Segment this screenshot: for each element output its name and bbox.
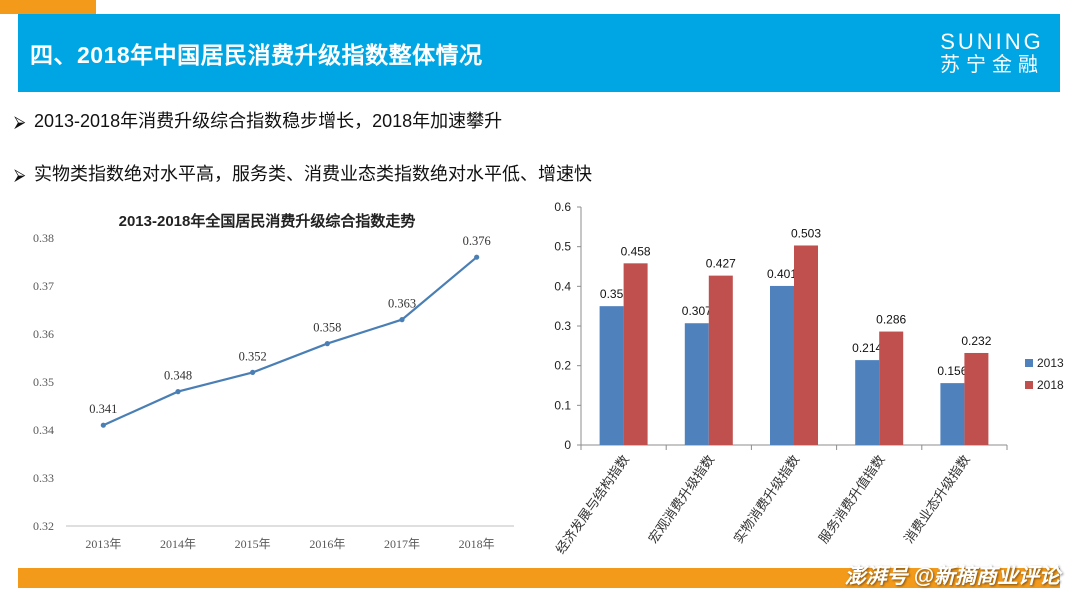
page-title: 四、2018年中国居民消费升级指数整体情况: [30, 42, 483, 68]
bar-2018: [623, 263, 648, 445]
bar-data-label: 0.232: [961, 334, 991, 348]
line-data-label: 0.348: [164, 369, 192, 383]
line-x-tick-label: 2018年: [459, 537, 495, 551]
legend-swatch-2013: [1025, 359, 1033, 367]
line-point: [399, 317, 405, 323]
bar-data-label: 0.307: [682, 304, 712, 318]
bar-2013: [684, 323, 709, 445]
line-point: [175, 389, 181, 395]
line-y-tick-label: 0.35: [33, 375, 54, 389]
line-series: [102, 256, 478, 427]
line-point: [250, 369, 256, 375]
bar-category-label: 实物消费升级指数: [731, 452, 803, 546]
line-y-tick-label: 0.38: [33, 231, 54, 245]
bar-y-tick-label: 0.1: [554, 398, 571, 412]
legend-label-2018: 2018: [1037, 378, 1064, 392]
line-x-tick-label: 2014年: [160, 537, 196, 551]
bar-data-label: 0.427: [706, 257, 736, 271]
bar-y-tick-label: 0.3: [554, 319, 571, 333]
line-data-label: 0.363: [388, 297, 416, 311]
line-data-label: 0.341: [89, 402, 117, 416]
watermark: 澎湃号 @新摘商业评论: [844, 565, 1060, 588]
line-point: [474, 254, 480, 260]
line-y-tick-label: 0.32: [33, 519, 54, 533]
line-y-tick-label: 0.36: [33, 327, 54, 341]
line-x-tick-label: 2015年: [235, 537, 271, 551]
bar-data-label: 0.156: [937, 364, 967, 378]
line-y-tick-label: 0.34: [33, 423, 54, 437]
line-chart-title: 2013-2018年全国居民消费升级综合指数走势: [119, 212, 416, 230]
footer-bar: [18, 568, 1060, 588]
bar-data-label: 0.214: [852, 341, 882, 355]
bullet-text: 实物类指数绝对水平高，服务类、消费业态类指数绝对水平低、增速快: [34, 164, 592, 184]
bar-chart: 0 0.1 0.2 0.3 0.4 0.5 0.6 0.35 0.458 经济发展与结构指数 0.3…: [553, 200, 1064, 557]
line-point: [324, 341, 330, 347]
legend-swatch-2018: [1025, 381, 1033, 389]
bar-data-label: 0.458: [621, 244, 651, 258]
corner-accent: [0, 0, 96, 14]
bar-2013: [599, 306, 624, 445]
bar-y-tick-label: 0.4: [554, 279, 571, 293]
bar-category-label: 消费业态升级指数: [901, 452, 973, 546]
bar-y-tick-label: 0.2: [554, 359, 571, 373]
line-x-tick-label: 2016年: [309, 537, 345, 551]
bar-category-label: 宏观消费升级指数: [645, 452, 717, 546]
logo-text-zh: 苏宁金融: [940, 54, 1044, 76]
arrow-bullet-icon: ⮚: [14, 114, 26, 131]
line-data-label: 0.352: [239, 349, 267, 363]
line-x-tick-label: 2013年: [85, 537, 121, 551]
line-chart: 2013-2018年全国居民消费升级综合指数走势 0.32 0.33 0.34 0.35…: [33, 212, 514, 551]
bar-2018: [708, 275, 733, 445]
bar-2018: [794, 245, 818, 445]
arrow-bullet-icon: ⮚: [14, 167, 26, 184]
bar-2018: [964, 352, 989, 445]
suning-logo: SUNING 苏宁金融: [940, 29, 1044, 77]
line-data-label: 0.358: [313, 321, 341, 335]
bullet-2: ⮚ 实物类指数绝对水平高，服务类、消费业态类指数绝对水平低、增速快: [14, 160, 592, 186]
bar-data-label: 0.503: [791, 226, 821, 240]
logo-text-en: SUNING: [940, 29, 1044, 54]
bullet-text: 2013-2018年消费升级综合指数稳步增长，2018年加速攀升: [34, 111, 503, 131]
bar-2013: [770, 285, 794, 445]
bar-y-tick-label: 0.5: [554, 240, 571, 254]
bullet-1: ⮚ 2013-2018年消费升级综合指数稳步增长，2018年加速攀升: [14, 107, 502, 133]
bar-category-label: 服务消费升值指数: [816, 452, 888, 546]
bar-y-tick-label: 0: [564, 438, 571, 452]
bar-data-label: 0.401: [767, 267, 797, 281]
bar-data-label: 0.286: [876, 313, 906, 327]
bar-2018: [879, 331, 904, 445]
bar-data-label: 0.35: [600, 287, 624, 301]
legend-label-2013: 2013: [1037, 356, 1064, 370]
bar-y-tick-label: 0.6: [554, 200, 571, 214]
line-x-tick-label: 2017年: [384, 537, 420, 551]
bar-2013: [940, 383, 965, 445]
line-data-label: 0.376: [463, 234, 491, 248]
line-y-tick-label: 0.37: [33, 279, 54, 293]
header-banner: 四、2018年中国居民消费升级指数整体情况 SUNING 苏宁金融: [18, 14, 1060, 92]
bar-2013: [855, 360, 880, 445]
line-y-tick-label: 0.33: [33, 471, 54, 485]
bar-category-label: 经济发展与结构指数: [553, 452, 632, 556]
line-point: [100, 422, 106, 428]
